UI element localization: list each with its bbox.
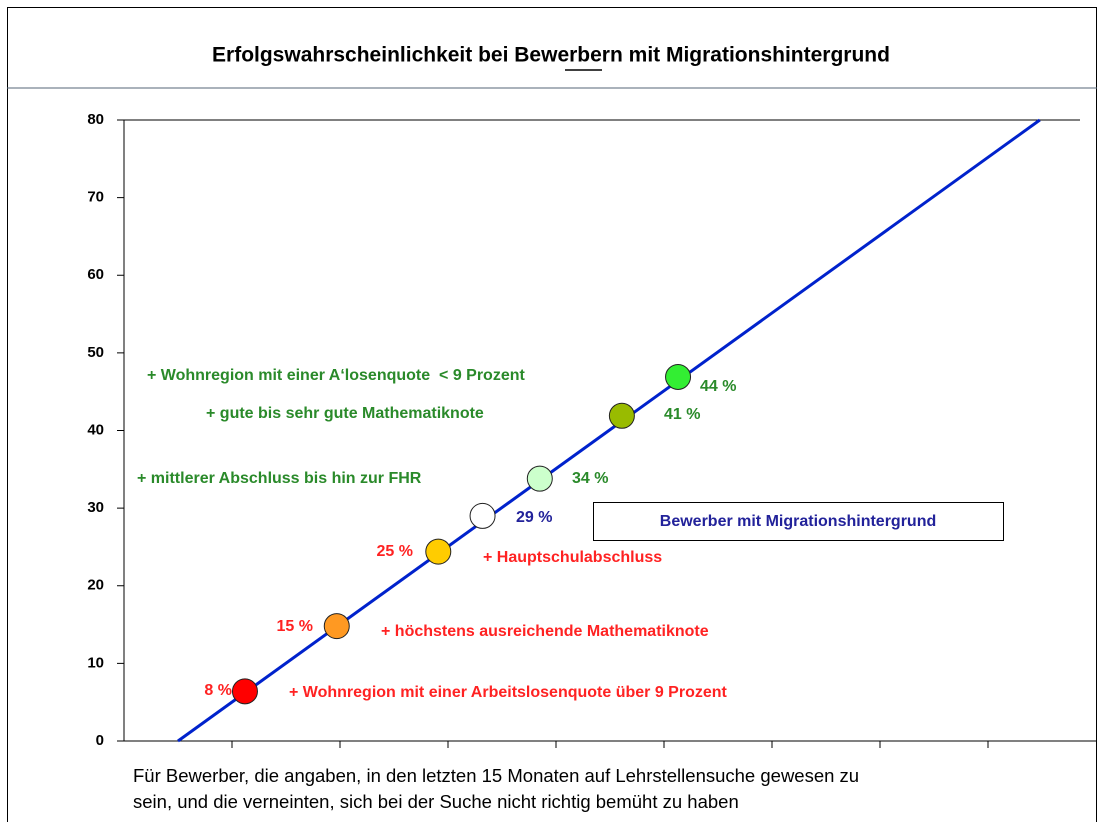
point (323, 613, 350, 640)
chart-title: Erfolgswahrscheinlichkeit bei Bewerbern … (212, 44, 890, 67)
footnote: sein, und die verneinten, sich bei der S… (133, 791, 739, 812)
annotation: + mittlerer Abschluss bis hin zur FHR (137, 470, 422, 487)
annotation: + Hauptschulabschluss (483, 549, 662, 566)
y-tick-label: 30 (87, 499, 104, 516)
annotation: 15 % (277, 618, 313, 635)
y-tick-label: 20 (87, 577, 104, 594)
annotation: 44 % (700, 378, 736, 395)
legend-box (593, 502, 1004, 541)
y-tick-label: 80 (87, 111, 104, 128)
annotation: 8 % (204, 682, 232, 699)
annotation: + Wohnregion mit einer A‘losenquote < 9 … (147, 367, 526, 384)
point (608, 402, 635, 429)
legend-label: Bewerber mit Migrationshintergrund (660, 513, 936, 530)
annotation: + Wohnregion mit einer Arbeitslosenquote… (289, 684, 728, 701)
annotation: 29 % (516, 509, 552, 526)
y-tick-label: 10 (87, 654, 104, 671)
series-line (177, 118, 1041, 743)
frame (7, 7, 1097, 822)
point (231, 678, 258, 705)
point (425, 538, 452, 565)
annotation: 34 % (572, 470, 608, 487)
annotation: 25 % (377, 543, 413, 560)
point (469, 502, 496, 529)
y-tick-label: 50 (87, 344, 104, 361)
point (526, 465, 553, 492)
annotation: + höchstens ausreichende Mathematiknote (381, 623, 709, 640)
y-tick-label: 0 (96, 732, 104, 749)
y-tick-label: 60 (87, 266, 104, 283)
annotation: + gute bis sehr gute Mathematiknote (206, 405, 484, 422)
y-tick-label: 40 (87, 421, 104, 438)
point (665, 363, 692, 390)
footnote: Für Bewerber, die angaben, in den letzte… (133, 765, 859, 786)
y-tick-label: 70 (87, 189, 104, 206)
annotation: 41 % (664, 406, 700, 423)
